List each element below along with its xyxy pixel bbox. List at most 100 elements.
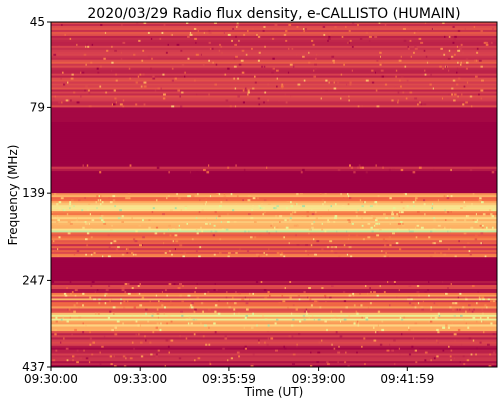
spectrogram-speck bbox=[215, 193, 219, 196]
spectrogram-speck bbox=[295, 308, 298, 311]
spectrogram-speck bbox=[185, 318, 188, 321]
spectrogram-speck bbox=[375, 331, 377, 334]
spectrogram-row bbox=[51, 265, 497, 268]
spectrogram-speck bbox=[171, 67, 174, 70]
spectrogram-speck bbox=[142, 49, 145, 53]
spectrogram-speck bbox=[434, 316, 438, 319]
spectrogram-speck bbox=[245, 314, 248, 318]
spectrogram-speck bbox=[193, 27, 197, 31]
spectrogram-speck bbox=[107, 234, 110, 237]
spectrogram-speck bbox=[478, 59, 482, 63]
spectrogram-speck bbox=[86, 232, 90, 235]
spectrogram-row bbox=[51, 287, 497, 290]
spectrogram-speck bbox=[463, 85, 466, 88]
spectrogram-speck bbox=[211, 47, 214, 51]
spectrogram-speck bbox=[348, 221, 351, 224]
spectrogram-speck bbox=[326, 246, 330, 249]
spectrogram-speck bbox=[114, 205, 116, 208]
spectrogram-speck bbox=[125, 248, 129, 251]
frequency-band bbox=[51, 164, 497, 174]
spectrogram-speck bbox=[294, 211, 297, 214]
spectrogram-speck bbox=[347, 41, 349, 45]
spectrogram-speck bbox=[328, 209, 330, 212]
spectrogram-speck bbox=[459, 308, 461, 311]
spectrogram-speck bbox=[131, 320, 135, 323]
spectrogram-speck bbox=[111, 103, 113, 106]
spectrogram-speck bbox=[246, 308, 249, 311]
spectrogram-speck bbox=[449, 230, 451, 233]
spectrogram-speck bbox=[121, 215, 124, 218]
frequency-band bbox=[51, 252, 497, 258]
spectrogram-speck bbox=[307, 310, 310, 314]
spectrogram-row bbox=[51, 294, 497, 297]
spectrogram-speck bbox=[110, 298, 113, 301]
spectrogram-speck bbox=[107, 316, 110, 319]
spectrogram-speck bbox=[82, 226, 85, 229]
spectrogram-speck bbox=[217, 300, 220, 303]
spectrogram-speck bbox=[209, 363, 212, 366]
spectrogram-speck bbox=[456, 67, 459, 70]
spectrogram-speck bbox=[284, 93, 286, 96]
spectrogram-speck bbox=[69, 316, 71, 319]
spectrogram-speck bbox=[276, 205, 279, 208]
spectrogram-speck bbox=[291, 47, 294, 51]
spectrogram-speck bbox=[101, 219, 104, 222]
spectrogram-speck bbox=[53, 250, 56, 253]
spectrogram-speck bbox=[384, 83, 388, 86]
spectrogram-speck bbox=[423, 49, 426, 53]
spectrogram-speck bbox=[328, 81, 330, 84]
spectrogram-speck bbox=[173, 283, 176, 286]
spectrogram-speck bbox=[475, 75, 478, 78]
spectrogram-speck bbox=[288, 242, 290, 245]
spectrogram-row bbox=[51, 351, 497, 354]
spectrogram-speck bbox=[333, 221, 336, 224]
spectrogram-speck bbox=[349, 197, 352, 200]
spectrogram-speck bbox=[328, 33, 331, 37]
spectrogram-speck bbox=[245, 302, 249, 305]
spectrogram-row bbox=[51, 95, 497, 98]
spectrogram-speck bbox=[379, 285, 381, 288]
spectrogram-speck bbox=[376, 294, 379, 297]
spectrogram-speck bbox=[311, 222, 314, 226]
spectrogram-speck bbox=[360, 217, 363, 220]
spectrogram-speck bbox=[410, 298, 413, 301]
spectrogram-speck bbox=[453, 314, 456, 318]
spectrogram-speck bbox=[192, 195, 195, 198]
spectrogram-speck bbox=[263, 25, 266, 29]
spectrogram-speck bbox=[157, 349, 160, 352]
spectrogram-row bbox=[51, 177, 497, 180]
spectrogram-speck bbox=[288, 219, 292, 222]
spectrogram-speck bbox=[431, 27, 434, 31]
spectrogram-speck bbox=[406, 79, 409, 82]
spectrogram-speck bbox=[202, 310, 204, 314]
spectrogram-row bbox=[51, 281, 497, 284]
spectrogram-speck bbox=[108, 199, 111, 202]
spectrogram-speck bbox=[235, 291, 237, 294]
spectrogram-speck bbox=[411, 345, 414, 349]
spectrogram-speck bbox=[115, 101, 117, 104]
spectrogram-speck bbox=[91, 43, 94, 47]
spectrogram-speck bbox=[275, 215, 277, 218]
spectrogram-speck bbox=[447, 287, 449, 290]
spectrogram-speck bbox=[112, 199, 116, 202]
spectrogram-row bbox=[51, 228, 497, 231]
spectrogram-speck bbox=[114, 49, 117, 53]
spectrogram-speck bbox=[119, 209, 122, 212]
spectrogram-speck bbox=[74, 289, 78, 292]
spectrogram-speck bbox=[250, 236, 253, 239]
spectrogram-speck bbox=[121, 23, 123, 27]
spectrogram-speck bbox=[62, 71, 64, 74]
spectrogram-row bbox=[51, 209, 497, 212]
spectrogram-speck bbox=[467, 215, 470, 218]
spectrogram-speck bbox=[493, 55, 496, 59]
spectrogram-speck bbox=[198, 255, 201, 258]
spectrogram-speck bbox=[269, 294, 271, 297]
spectrogram-speck bbox=[183, 252, 187, 255]
spectrogram-speck bbox=[82, 292, 85, 296]
spectrogram-speck bbox=[163, 93, 166, 96]
spectrogram-speck bbox=[74, 328, 77, 332]
spectrogram-speck bbox=[84, 197, 86, 200]
spectrogram-speck bbox=[410, 55, 412, 59]
spectrogram-speck bbox=[226, 291, 228, 294]
spectrogram-speck bbox=[258, 255, 260, 258]
